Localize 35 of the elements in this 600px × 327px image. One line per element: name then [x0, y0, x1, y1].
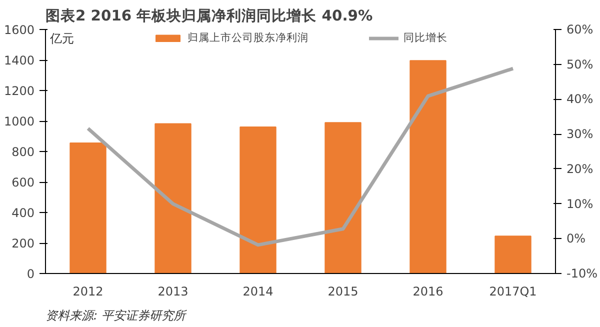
bar — [494, 236, 532, 274]
bar — [70, 142, 106, 274]
y2-tick-label: 30% — [566, 127, 594, 142]
y2-tick-label: 40% — [566, 92, 594, 106]
y2-tick-label: 20% — [566, 162, 594, 176]
y-tick-label: 600 — [12, 176, 34, 190]
x-tick-label: 2017Q1 — [489, 284, 537, 298]
x-tick-label: 2015 — [328, 284, 358, 298]
y2-tick-label: 10% — [566, 196, 594, 211]
y-tick-label: 1600 — [4, 23, 35, 37]
y-tick-label: 800 — [12, 145, 34, 159]
y2-tick-label: 60% — [566, 22, 594, 36]
y-tick-label: 1000 — [4, 114, 35, 128]
bar — [240, 126, 276, 274]
y-tick-label: 1200 — [4, 84, 35, 98]
y2-tick-label: -10% — [566, 266, 598, 280]
y-tick-label: 400 — [12, 206, 34, 220]
bar — [154, 123, 192, 274]
y2-tick-label: 0% — [566, 232, 586, 246]
x-tick-label: 2013 — [158, 284, 188, 298]
y-tick-label: 0 — [26, 267, 35, 281]
x-tick-label: 2012 — [72, 284, 104, 298]
x-tick-label: 2014 — [242, 284, 274, 298]
y-tick-label: 200 — [12, 236, 34, 250]
line-series — [86, 66, 515, 247]
chart-title: 图表2 2016 年板块归属净利润同比增长 40.9% — [46, 6, 373, 24]
legend-label: 同比增长 — [404, 31, 448, 45]
legend-label: 归属上市公司股东净利润 — [188, 31, 308, 45]
y-axis-title: 亿元 — [48, 32, 74, 46]
bar — [324, 122, 362, 274]
text: 资料来源: 平安证券研究所 — [46, 308, 188, 322]
x-tick-label: 2016 — [412, 284, 444, 298]
y2-tick-label: 50% — [566, 57, 594, 72]
bar — [410, 60, 446, 274]
y-tick-label: 1400 — [4, 54, 35, 68]
